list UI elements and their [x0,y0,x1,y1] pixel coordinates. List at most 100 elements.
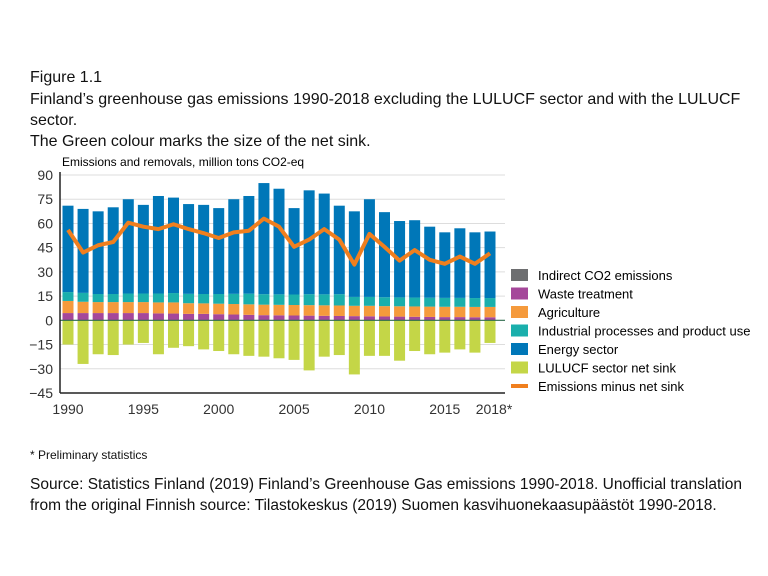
x-tick-label: 2010 [354,401,385,417]
y-tick-label: 30 [37,264,53,280]
bar-lulucf-sink [318,320,330,357]
y-tick-label: −45 [29,385,53,401]
y-tick-label: −15 [29,337,53,353]
bar-waste-treatment [348,316,360,321]
bar-waste-treatment [484,317,496,321]
bar-industrial-processes-and-product-use [77,292,89,302]
title-line-1: Finland’s greenhouse gas emissions 1990-… [30,91,741,129]
bar-waste-treatment [454,317,466,321]
bar-waste-treatment [168,313,179,321]
bar-industrial-processes-and-product-use [303,294,315,306]
legend-label: Agriculture [538,305,600,320]
bar-lulucf-sink [77,320,89,364]
bar-industrial-processes-and-product-use [183,293,195,304]
bar-lulucf-sink [363,320,375,356]
bar-industrial-processes-and-product-use [168,293,179,303]
bar-energy-sector [198,204,210,295]
bar-lulucf-sink [348,320,360,375]
bar-waste-treatment [439,317,451,321]
bar-waste-treatment [363,316,375,321]
bar-agriculture [92,302,104,314]
bar-agriculture [122,302,134,314]
bar-agriculture [183,303,195,314]
bar-energy-sector [333,205,345,295]
bar-waste-treatment [379,316,390,321]
bar-waste-treatment [107,313,119,321]
bar-industrial-processes-and-product-use [137,293,149,303]
bar-energy-sector [288,208,300,295]
bar-lulucf-sink [303,320,315,371]
bar-agriculture [137,302,149,314]
bar-lulucf-sink [379,320,390,356]
bar-agriculture [318,305,330,316]
bar-lulucf-sink [288,320,300,360]
bar-waste-treatment [318,315,330,321]
bar-agriculture [213,303,225,315]
legend-swatch [511,384,528,388]
legend-swatch [511,361,528,374]
bar-waste-treatment [333,315,345,321]
bar-lulucf-sink [484,320,496,343]
bar-energy-sector [137,204,149,294]
bar-waste-treatment [288,315,300,321]
bar-lulucf-sink [228,320,240,355]
bar-waste-treatment [409,316,421,321]
bar-waste-treatment [258,315,270,321]
legend-label: Indirect CO2 emissions [538,268,673,283]
bar-industrial-processes-and-product-use [424,297,436,307]
bar-lulucf-sink [273,320,285,359]
bar-agriculture [348,305,360,317]
legend-label: Energy sector [538,342,619,357]
legend-label: Emissions minus net sink [538,379,684,394]
y-tick-label: 15 [37,288,53,304]
y-tick-label: 45 [37,240,53,256]
bar-industrial-processes-and-product-use [122,293,134,303]
bar-agriculture [394,306,406,317]
bar-agriculture [288,304,300,316]
bar-industrial-processes-and-product-use [258,294,270,305]
x-tick-label: 2005 [278,401,309,417]
bar-lulucf-sink [152,320,164,355]
bar-industrial-processes-and-product-use [243,293,255,305]
bar-lulucf-sink [168,320,179,348]
line-emissions-minus-net-sink [66,216,492,267]
chart-title: Finland’s greenhouse gas emissions 1990-… [30,89,768,152]
bar-lulucf-sink [243,320,255,356]
bar-waste-treatment [183,313,195,321]
bar-industrial-processes-and-product-use [333,294,345,306]
y-tick-label: 60 [37,215,53,231]
bar-industrial-processes-and-product-use [484,298,496,307]
bar-lulucf-sink [469,320,481,353]
bar-lulucf-sink [439,320,451,353]
bar-lulucf-sink [213,320,225,352]
bar-energy-sector [273,188,285,295]
bar-lulucf-sink [409,320,421,352]
bar-industrial-processes-and-product-use [288,294,300,305]
bar-energy-sector [484,231,496,299]
legend-label: Industrial processes and product use [538,324,750,339]
bar-agriculture [168,302,179,314]
bar-waste-treatment [424,316,436,321]
bar-agriculture [243,304,255,315]
y-tick-label: 75 [37,191,53,207]
bar-agriculture [77,301,89,314]
bar-waste-treatment [469,317,481,321]
bar-industrial-processes-and-product-use [273,294,285,305]
bar-energy-sector [228,199,240,294]
bar-energy-sector [213,208,225,295]
bar-waste-treatment [122,313,134,321]
bar-lulucf-sink [107,320,119,356]
bar-waste-treatment [303,315,315,321]
bar-industrial-processes-and-product-use [62,292,74,301]
bar-energy-sector [183,204,195,294]
bar-agriculture [228,304,240,315]
bar-agriculture [424,306,436,317]
bar-lulucf-sink [137,320,149,343]
bar-waste-treatment [243,314,255,321]
bar-waste-treatment [62,313,74,321]
bar-industrial-processes-and-product-use [379,297,390,307]
bar-waste-treatment [92,313,104,321]
bar-industrial-processes-and-product-use [348,296,360,306]
bar-industrial-processes-and-product-use [228,293,240,305]
y-tick-label: −30 [29,361,53,377]
